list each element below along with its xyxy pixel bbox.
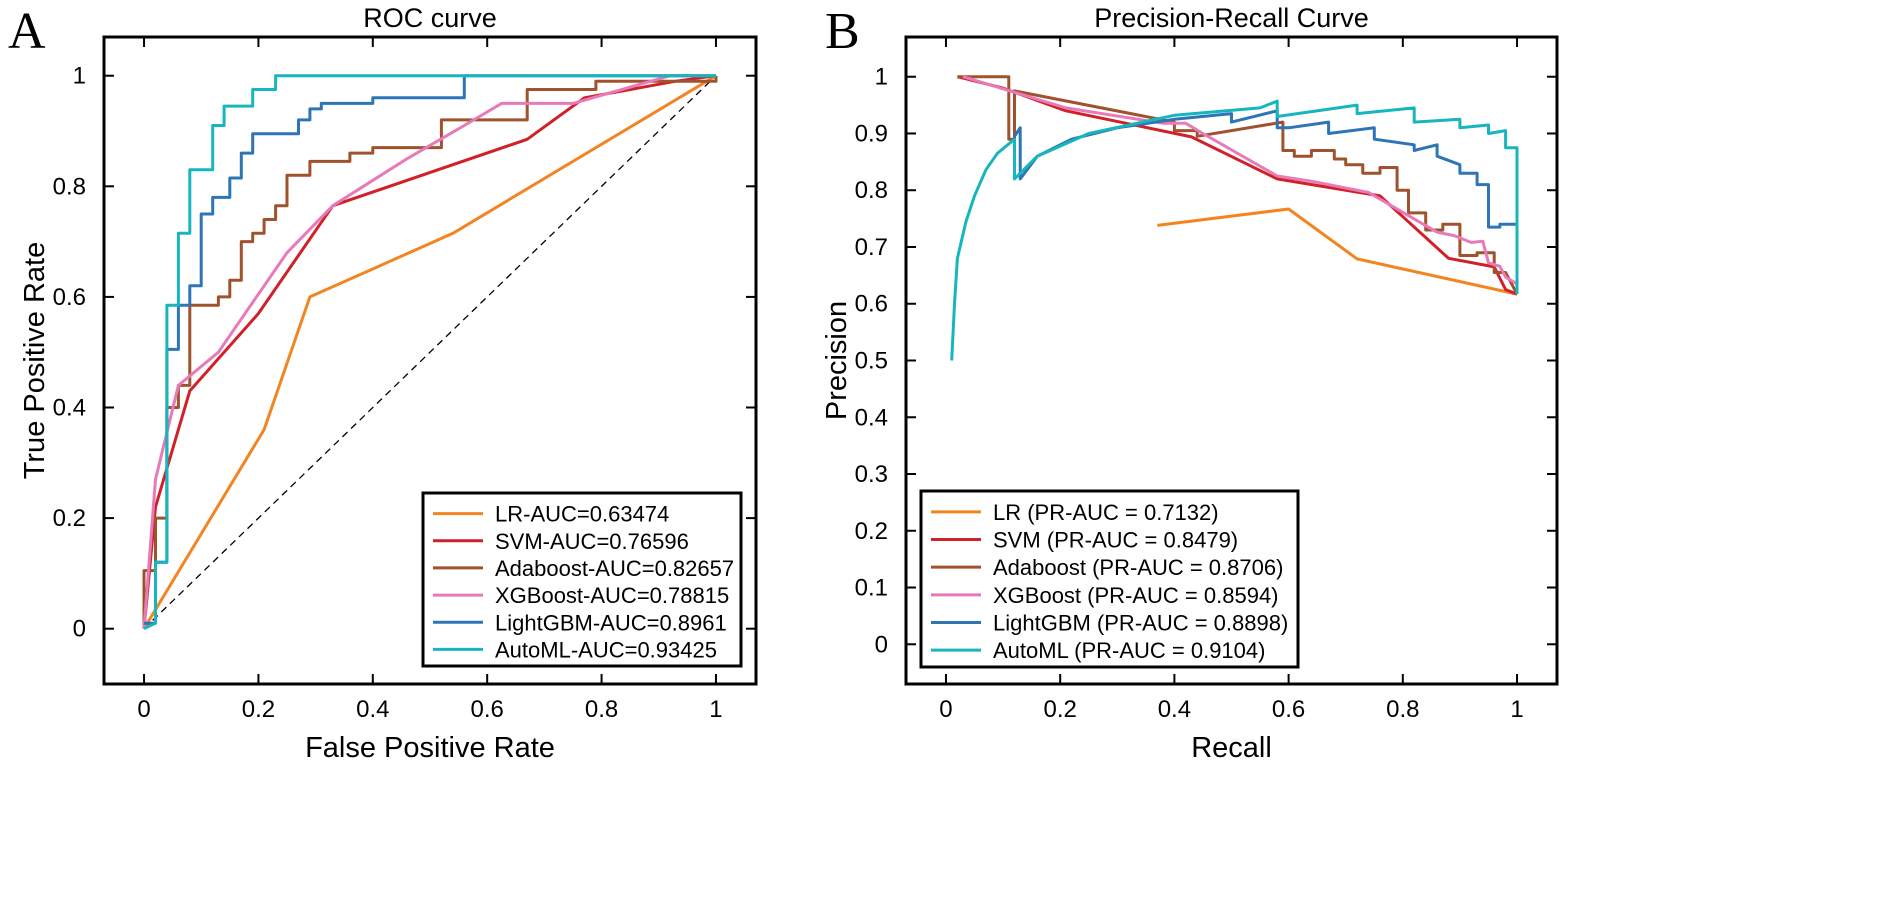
x-tick-label: 0.4 — [356, 696, 389, 723]
series-group — [142, 74, 718, 631]
x-tick-label: 0.8 — [585, 696, 618, 723]
panel-label: B — [825, 3, 860, 60]
legend-entry: AutoML-AUC=0.93425 — [495, 637, 717, 662]
series-line-lightgbm — [1013, 109, 1519, 295]
series-line-lr — [1157, 207, 1518, 296]
legend-entry: LR (PR-AUC = 0.7132) — [993, 500, 1219, 525]
x-tick-label: 0.4 — [1158, 696, 1191, 723]
series-group — [950, 75, 1519, 361]
y-tick-label: 0.6 — [53, 284, 86, 311]
y-tick-label: 0 — [875, 631, 888, 658]
legend-entry: LR-AUC=0.63474 — [495, 502, 669, 527]
x-tick-label: 0.8 — [1386, 696, 1419, 723]
legend-entry: Adaboost (PR-AUC = 0.8706) — [993, 555, 1283, 580]
legend-entry: SVM (PR-AUC = 0.8479) — [993, 528, 1238, 553]
series-line-adaboost — [957, 75, 1519, 295]
legend: LR (PR-AUC = 0.7132) SVM (PR-AUC = 0.8479… — [919, 489, 1300, 669]
reference-diagonal — [143, 75, 717, 630]
x-tick-label: 1 — [1510, 696, 1523, 723]
legend-entry: Adaboost-AUC=0.82657 — [495, 556, 734, 581]
chart-title: ROC curve — [363, 3, 497, 33]
y-tick-label: 0.2 — [855, 518, 888, 545]
y-tick-label: 0.5 — [855, 348, 888, 375]
x-tick-label: 0.6 — [1272, 696, 1305, 723]
x-tick-label: 0.2 — [1043, 696, 1076, 723]
series-line-lightgbm — [144, 74, 716, 625]
legend-entry: AutoML (PR-AUC = 0.9104) — [993, 638, 1265, 663]
x-tick-label: 0 — [137, 696, 150, 723]
series-line-lr — [142, 74, 717, 630]
legend-entry: XGBoost-AUC=0.78815 — [495, 583, 729, 608]
chart-panel-A: A ROC curve 0 0.2 0.4 0.6 0.8 1 0 0.2 0.4 0.6 0.8 1 Fa… — [8, 3, 758, 764]
y-tick-label: 0.4 — [53, 395, 86, 422]
y-axis-label: Precision — [821, 301, 853, 420]
y-tick-label: 0.3 — [855, 461, 888, 488]
legend-entry: SVM-AUC=0.76596 — [495, 529, 689, 554]
y-tick-label: 1 — [875, 64, 888, 91]
plot-frame — [102, 35, 758, 686]
y-tick-label: 0.7 — [855, 234, 888, 261]
series-line-adaboost — [142, 75, 718, 629]
x-axis-label: False Positive Rate — [305, 732, 555, 764]
series-line-automl — [950, 99, 1519, 361]
y-axis-label: True Positive Rate — [19, 242, 51, 479]
y-tick-label: 0 — [73, 616, 86, 643]
series-line-xgboost — [142, 74, 716, 629]
x-tick-label: 0.2 — [242, 696, 275, 723]
legend: LR-AUC=0.63474SVM-AUC=0.76596Adaboost-AU… — [421, 491, 743, 668]
chart-panel-B: B Precision-Recall Curve 0 0.2 0.4 0.6 0.8 1 0 0.… — [821, 3, 1559, 764]
panel-label: A — [8, 3, 46, 60]
legend-entry: XGBoost (PR-AUC = 0.8594) — [993, 583, 1279, 608]
chart-title: Precision-Recall Curve — [1094, 3, 1369, 33]
y-tick-label: 0.8 — [855, 177, 888, 204]
legend-entry: LightGBM-AUC=0.8961 — [495, 610, 727, 635]
legend-box — [919, 489, 1300, 669]
x-axis-label: Recall — [1191, 732, 1272, 764]
y-tick-label: 0.9 — [855, 120, 888, 147]
x-tick-label: 1 — [709, 696, 722, 723]
y-tick-label: 0.6 — [855, 291, 888, 318]
x-tick-label: 0.6 — [471, 696, 504, 723]
series-line-xgboost — [962, 75, 1518, 286]
x-tick-label: 0 — [939, 696, 952, 723]
legend-entry: LightGBM (PR-AUC = 0.8898) — [993, 611, 1288, 636]
y-tick-label: 0.1 — [855, 575, 888, 602]
y-tick-label: 1 — [73, 63, 86, 90]
legend-box — [421, 491, 743, 668]
series-line-automl — [143, 74, 716, 631]
y-tick-label: 0.2 — [53, 505, 86, 532]
y-tick-label: 0.4 — [855, 404, 888, 431]
y-tick-label: 0.8 — [53, 173, 86, 200]
